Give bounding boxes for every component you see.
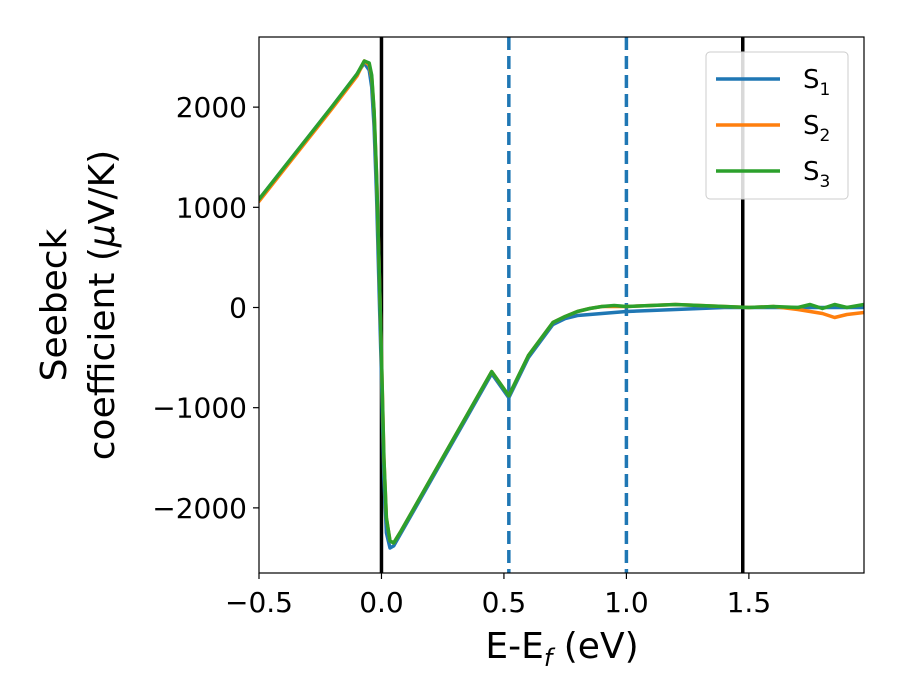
x-tick-label: 0.0 [359, 586, 404, 619]
x-tick-label: 0.5 [482, 586, 527, 619]
y-axis-label: Seebeck coefficient (μV/K) [34, 150, 123, 460]
x-tick-label: 1.5 [727, 586, 772, 619]
y-axis-label-line1: Seebeck [34, 228, 75, 381]
y-tick-label: 2000 [176, 91, 247, 124]
series-lines [259, 59, 864, 550]
legend-label-s2: S2 [803, 111, 830, 146]
series-line-s3 [259, 59, 864, 545]
y-tick-label: 1000 [176, 191, 247, 224]
legend: S1 S2 S3 [705, 51, 849, 200]
x-axis-label: E-Ef (eV) [485, 626, 638, 672]
y-tick-label: −2000 [152, 492, 247, 525]
x-axis-ticks: −0.5 0.0 0.5 1.0 1.5 [225, 573, 771, 619]
legend-label-s3: S3 [803, 157, 830, 192]
y-tick-label: 0 [229, 292, 247, 325]
x-tick-label: 1.0 [604, 586, 649, 619]
y-tick-label: −1000 [152, 392, 247, 425]
y-axis-label-line2: coefficient (μV/K) [82, 150, 123, 460]
x-tick-label: −0.5 [225, 586, 293, 619]
y-axis-ticks: −2000 −1000 0 1000 2000 [152, 91, 259, 525]
plot-frame [258, 36, 865, 574]
legend-label-s1: S1 [803, 65, 830, 100]
